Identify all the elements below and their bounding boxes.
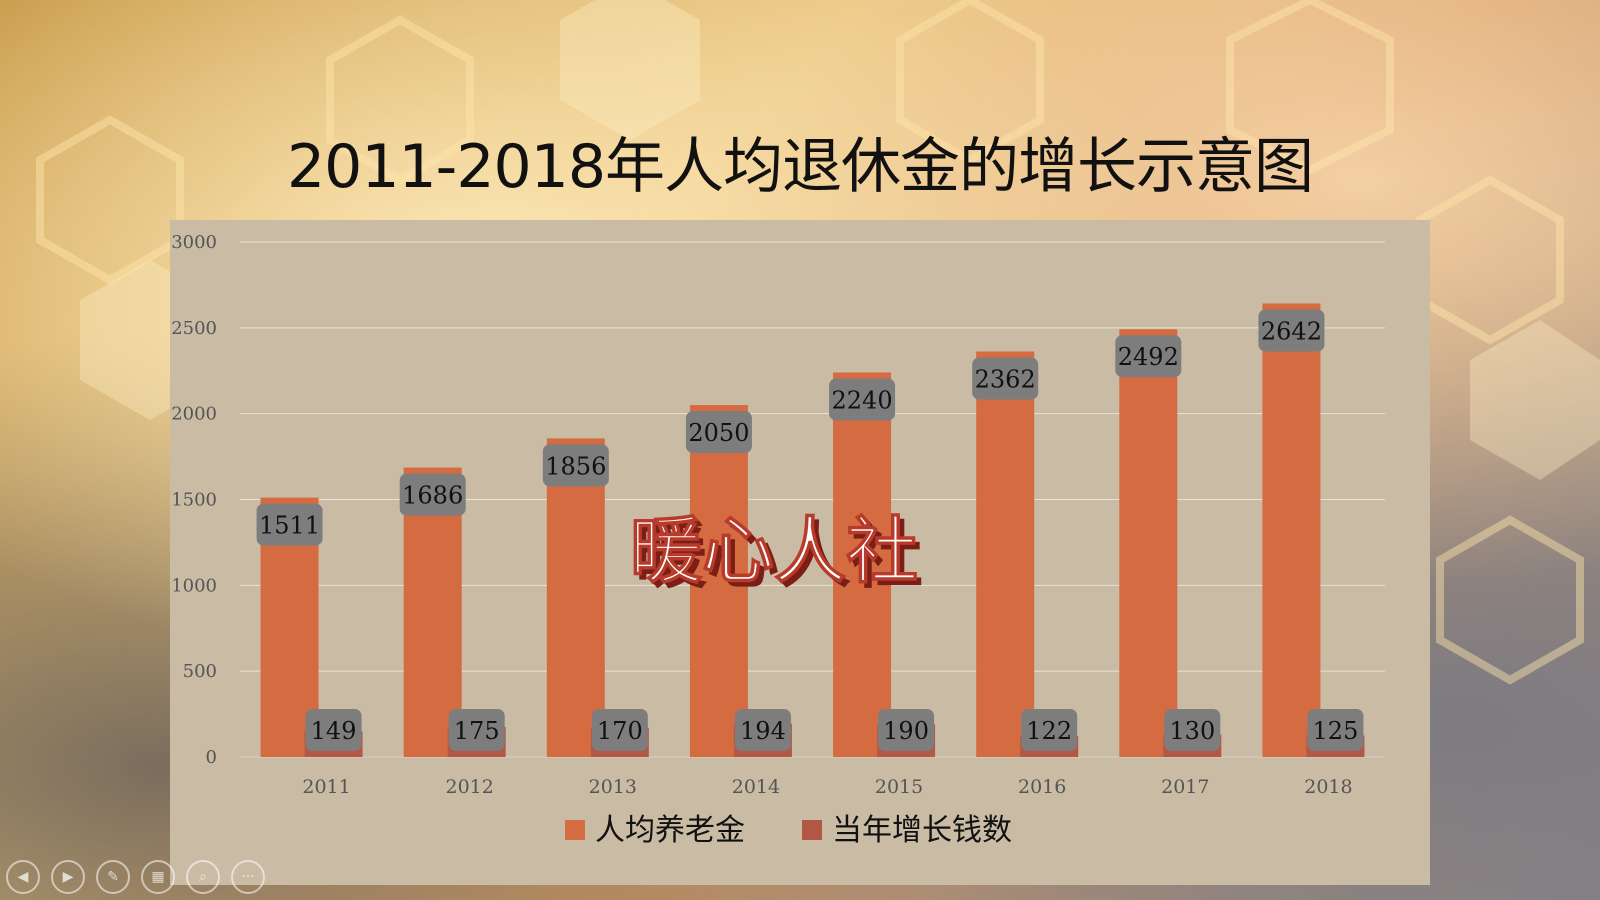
bar-pension [1119,329,1178,757]
y-tick-label: 1500 [171,490,217,511]
data-label-pension: 2362 [975,366,1036,394]
data-label-pension: 2050 [688,419,749,447]
data-label-growth: 170 [597,717,643,745]
chevron-right-icon: ▶ [62,869,74,885]
y-tick-label: 1000 [171,575,217,596]
data-label-box [305,709,362,751]
data-label-box [1258,309,1325,352]
slideshow-controls: ◀ ▶ ✎ ▦ ⌕ ··· [6,860,265,894]
bar-pension [403,467,462,757]
data-label-box [829,378,896,421]
data-label-growth: 130 [1169,717,1215,745]
data-label-box [591,709,648,751]
x-tick-label: 2012 [446,776,494,798]
data-label-pension: 2492 [1118,343,1179,371]
data-label-growth: 194 [740,717,786,745]
legend-swatch [565,820,585,840]
prev-slide-button[interactable]: ◀ [6,860,40,894]
data-label-pension: 1511 [259,512,320,540]
watermark-text: 暖心人社 [630,508,918,593]
magnifier-icon: ⌕ [199,869,207,885]
data-label-box [542,444,609,487]
data-label-pension: 1856 [545,452,606,480]
x-tick-label: 2017 [1161,776,1209,798]
plot-area-background [170,220,1430,885]
more-options-button[interactable]: ··· [231,860,265,894]
bar-pension [1262,303,1321,757]
y-tick-label: 0 [206,747,217,768]
bar-pension [689,405,748,757]
data-label-box [685,411,752,454]
legend-label: 人均养老金 [595,813,745,848]
data-label-growth: 125 [1313,717,1359,745]
data-label-pension: 1686 [402,482,463,510]
x-tick-label: 2018 [1304,776,1352,798]
slide-overview-button[interactable]: ▦ [141,860,175,894]
pen-icon: ✎ [107,869,119,885]
data-label-growth: 149 [311,717,357,745]
data-label-box [448,709,505,751]
data-label-box [1021,709,1078,751]
x-tick-label: 2015 [875,776,923,798]
x-tick-label: 2011 [302,776,350,798]
y-tick-label: 500 [183,661,217,682]
watermark-shadow: 暖心人社 [635,513,923,598]
data-label-box [972,357,1039,400]
data-label-growth: 122 [1026,717,1072,745]
zoom-button[interactable]: ⌕ [186,860,220,894]
bar-chart: 0 500 1000 1500 2000 2500 3000 1511 149 2011 1686 1… [171,232,1385,848]
data-label-box [734,709,791,751]
bar-pension [976,351,1035,757]
next-slide-button[interactable]: ▶ [51,860,85,894]
x-tick-label: 2013 [589,776,637,798]
x-tick-label: 2014 [732,776,780,798]
data-label-box [1164,709,1221,751]
x-tick-label: 2016 [1018,776,1066,798]
bar-pension [546,438,605,757]
pen-tool-button[interactable]: ✎ [96,860,130,894]
data-label-growth: 190 [883,717,929,745]
y-tick-label: 3000 [171,232,217,253]
data-label-pension: 2240 [832,386,893,414]
ellipsis-icon: ··· [241,869,255,885]
legend-swatch [802,820,822,840]
data-label-box [1307,709,1364,751]
grid-icon: ▦ [151,869,165,885]
legend-label: 当年增长钱数 [832,813,1012,848]
data-label-growth: 175 [454,717,500,745]
data-label-box [878,709,935,751]
data-label-box [1115,335,1182,378]
y-tick-label: 2500 [171,318,217,339]
chevron-left-icon: ◀ [17,869,29,885]
data-label-box [256,503,323,546]
data-label-box [399,473,466,516]
y-tick-label: 2000 [171,404,217,425]
bar-pension [833,372,892,757]
slide-title: 2011-2018年人均退休金的增长示意图 [286,132,1314,202]
data-label-pension: 2642 [1261,317,1322,345]
